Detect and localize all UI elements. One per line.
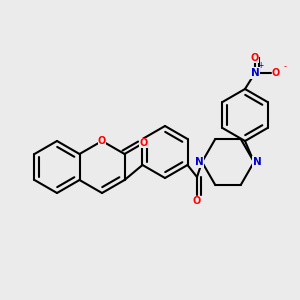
Text: O: O	[251, 53, 259, 63]
Text: O: O	[272, 68, 280, 78]
Text: O: O	[140, 138, 148, 148]
Text: -: -	[284, 62, 286, 71]
Text: N: N	[195, 157, 203, 167]
Text: N: N	[250, 68, 260, 78]
Text: O: O	[98, 136, 106, 146]
Text: +: +	[257, 61, 263, 70]
Text: N: N	[253, 157, 261, 167]
Text: O: O	[193, 196, 201, 206]
